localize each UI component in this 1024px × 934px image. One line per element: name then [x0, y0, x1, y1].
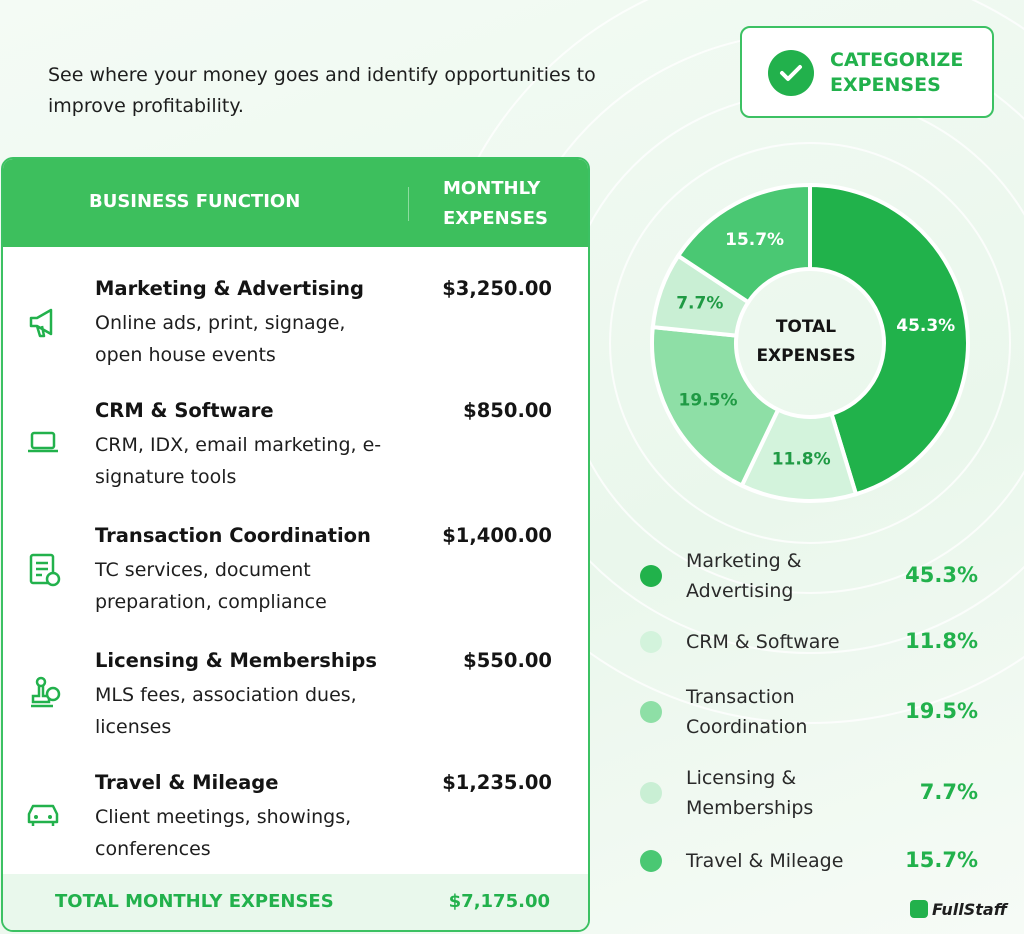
legend-swatch [640, 565, 662, 587]
row-amount: $1,400.00 [442, 524, 552, 547]
legend-value: 45.3% [905, 563, 978, 587]
legend-label: Licensing & Memberships [686, 767, 814, 819]
brand-logo [910, 900, 928, 918]
total-amount: $7,175.00 [448, 891, 550, 912]
donut-segment [808, 182, 970, 497]
total-label: TOTAL MONTHLY EXPENSES [55, 891, 334, 912]
segment-label: 19.5% [679, 390, 738, 410]
row-icon [31, 676, 61, 708]
row-amount: $1,235.00 [442, 771, 552, 794]
legend-swatch [640, 850, 662, 872]
legend-value: 7.7% [919, 780, 978, 804]
legend-label: Marketing & Advertising [686, 550, 802, 602]
row-amount: $550.00 [463, 649, 552, 672]
row-title: Travel & Mileage [95, 771, 279, 794]
row-amount: $3,250.00 [442, 277, 552, 300]
badge-label: CATEGORIZE EXPENSES [830, 49, 964, 96]
row-icon [29, 308, 53, 338]
row-icon [28, 431, 58, 453]
table-header: BUSINESS FUNCTION MONTHLY EXPENSES [3, 159, 588, 247]
row-description: Client meetings, showings, conferences [95, 806, 352, 860]
row-title: Licensing & Memberships [95, 649, 377, 672]
legend-label: CRM & Software [686, 631, 840, 653]
row-icon [27, 804, 59, 826]
segment-label: 15.7% [725, 230, 784, 250]
brand-name: FullStaff [932, 900, 1008, 919]
badge: CATEGORIZE EXPENSES [740, 26, 994, 118]
row-title: Transaction Coordination [95, 524, 371, 547]
donut-segment [650, 324, 781, 489]
legend-label: Transaction Coordination [686, 686, 808, 738]
center-label: TOTAL EXPENSES [756, 317, 855, 366]
legend-swatch [640, 631, 662, 653]
donut-segment [675, 182, 812, 305]
legend-label: Travel & Mileage [686, 850, 844, 872]
legend-value: 15.7% [905, 848, 978, 872]
row-title: CRM & Software [95, 399, 274, 422]
brand: FullStaff [910, 900, 1007, 919]
row-icon [29, 553, 61, 587]
table-footer: TOTAL MONTHLY EXPENSES $7,175.00 [3, 874, 588, 930]
row-description: TC services, document preparation, compl… [95, 559, 327, 613]
row-amount: $850.00 [463, 399, 552, 422]
expense-table: BUSINESS FUNCTION MONTHLY EXPENSES TOTAL… [1, 157, 590, 932]
divider [408, 187, 409, 221]
segment-label: 7.7% [676, 294, 723, 314]
intro-text: See where your money goes and identify o… [48, 64, 596, 117]
row-description: MLS fees, association dues, licenses [95, 684, 357, 738]
check-icon [768, 50, 814, 96]
legend-value: 19.5% [905, 699, 978, 723]
header-cell: MONTHLY EXPENSES [443, 178, 548, 229]
segment-label: 11.8% [772, 450, 831, 470]
legend-swatch [640, 782, 662, 804]
row-description: CRM, IDX, email marketing, e-signature t… [95, 434, 382, 488]
legend-value: 11.8% [905, 629, 978, 653]
header-cell: BUSINESS FUNCTION [89, 191, 301, 212]
segment-label: 45.3% [896, 316, 955, 336]
legend-swatch [640, 701, 662, 723]
row-description: Online ads, print, signage, open house e… [95, 312, 346, 366]
row-title: Marketing & Advertising [95, 277, 365, 300]
